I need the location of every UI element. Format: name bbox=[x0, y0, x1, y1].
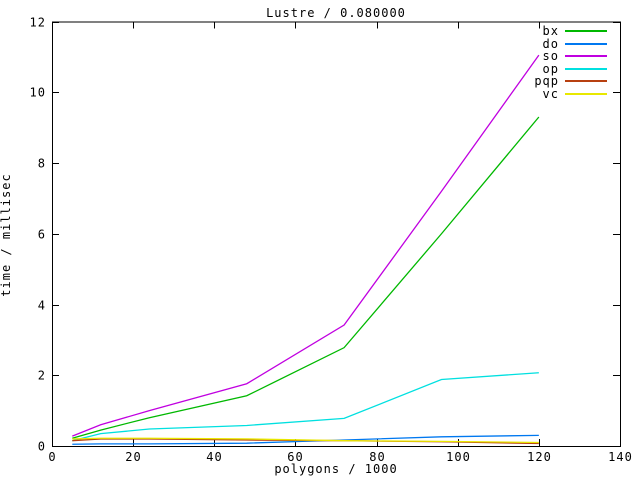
legend-item-vc: vc bbox=[500, 88, 607, 101]
x-tick-label: 20 bbox=[125, 450, 141, 464]
series-line-op bbox=[72, 372, 539, 442]
x-tick-label: 60 bbox=[287, 450, 303, 464]
legend-swatch-bx bbox=[565, 30, 607, 33]
legend-label-bx: bx bbox=[542, 24, 559, 39]
x-tick-label: 40 bbox=[206, 450, 222, 464]
x-tick-label: 0 bbox=[48, 450, 56, 464]
y-tick-label: 6 bbox=[38, 228, 46, 242]
legend-item-bx: bx bbox=[500, 25, 607, 38]
y-tick-label: 2 bbox=[38, 369, 46, 383]
legend-item-pqp: pqp bbox=[500, 75, 607, 88]
legend-item-so: so bbox=[500, 50, 607, 63]
series-line-do bbox=[72, 434, 539, 445]
legend-label-so: so bbox=[542, 49, 559, 64]
x-tick-label: 80 bbox=[369, 450, 385, 464]
x-axis-label: polygons / 1000 bbox=[274, 462, 398, 476]
series-line-bx bbox=[72, 116, 540, 439]
y-tick-label: 4 bbox=[38, 299, 46, 313]
legend-label-op: op bbox=[542, 61, 559, 76]
legend-swatch-do bbox=[565, 42, 607, 45]
series-line-vc bbox=[72, 437, 539, 444]
x-tick-label: 100 bbox=[446, 450, 471, 464]
legend-label-pqp: pqp bbox=[534, 74, 559, 89]
x-tick-label: 140 bbox=[608, 450, 633, 464]
legend-swatch-pqp bbox=[565, 80, 607, 83]
legend-label-vc: vc bbox=[542, 86, 559, 101]
legend-swatch-vc bbox=[565, 92, 607, 95]
chart-title: Lustre / 0.080000 bbox=[266, 6, 406, 20]
series-line-so bbox=[72, 54, 540, 437]
legend-swatch-so bbox=[565, 55, 607, 58]
y-tick-label: 12 bbox=[30, 16, 46, 30]
y-axis-label: time / millisec bbox=[0, 173, 13, 297]
y-tick-label: 8 bbox=[38, 157, 46, 171]
y-tick-label: 10 bbox=[30, 86, 46, 100]
legend-item-op: op bbox=[500, 63, 607, 76]
x-tick-label: 120 bbox=[527, 450, 552, 464]
y-tick-label: 0 bbox=[38, 440, 46, 454]
legend-swatch-op bbox=[565, 67, 607, 70]
legend-item-do: do bbox=[500, 38, 607, 51]
legend: bx do so op pqp vc bbox=[500, 25, 607, 100]
legend-label-do: do bbox=[542, 36, 559, 51]
